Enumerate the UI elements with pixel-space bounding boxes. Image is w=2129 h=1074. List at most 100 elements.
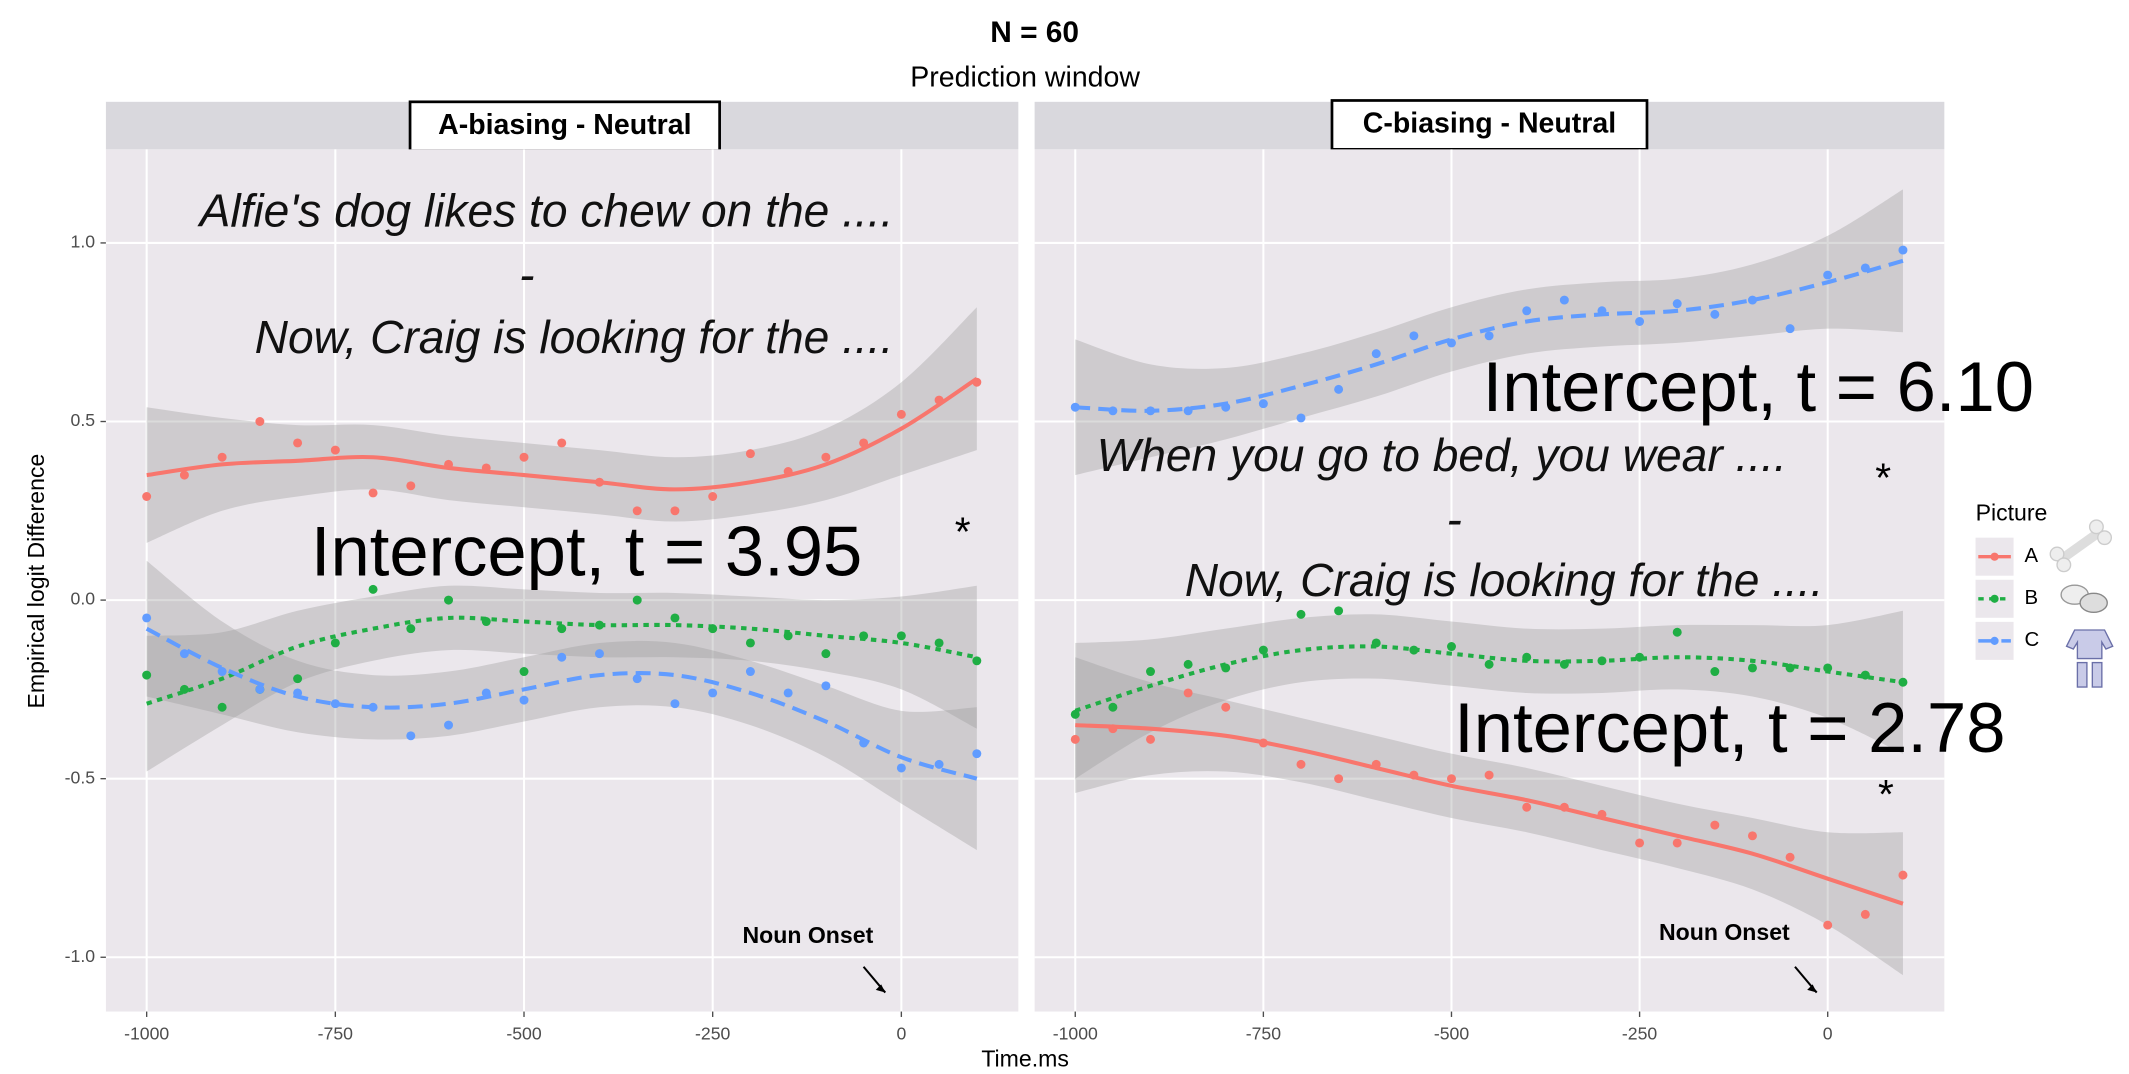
data-point (444, 720, 454, 730)
data-point (142, 613, 152, 623)
plot-layer: -1.0 -0.5 0.0 0.5 1.0 -1000 -750 -500 -250 0 -1000… (65, 149, 1945, 1043)
data-point (444, 595, 454, 605)
annotation: Now, Craig is looking for the .... (1185, 554, 1824, 606)
icon-slippers (2060, 584, 2108, 614)
annotation: * (1878, 771, 1894, 817)
data-point (1710, 309, 1720, 319)
data-point (1710, 667, 1720, 677)
data-point (557, 438, 567, 448)
data-point (1258, 738, 1268, 748)
data-point (1409, 645, 1419, 655)
data-point (1484, 331, 1494, 341)
data-point (859, 438, 869, 448)
y-axis-label: Empirical logit Difference (23, 454, 49, 709)
data-point (217, 702, 227, 712)
data-point (708, 688, 718, 698)
data-point (708, 492, 718, 501)
data-point (1070, 709, 1080, 719)
data-point (1447, 774, 1456, 784)
data-point (1146, 406, 1155, 416)
data-point (1334, 774, 1344, 784)
data-point (783, 467, 793, 476)
legend-label: B (2024, 587, 2038, 609)
data-point (1860, 263, 1870, 273)
data-point (179, 649, 189, 659)
annotation: * (955, 509, 971, 555)
annotation: Now, Craig is looking for the .... (255, 311, 894, 363)
arrow-head (875, 984, 886, 993)
data-point (708, 624, 718, 634)
data-point (745, 449, 755, 459)
data-point (1785, 324, 1795, 334)
data-point (896, 631, 906, 641)
strip-box (408, 100, 721, 153)
data-point (1070, 734, 1080, 744)
chart-title: N = 60 (990, 16, 1079, 49)
data-point (1258, 645, 1268, 655)
fit-line (1075, 258, 1904, 413)
chart-subtitle: Prediction window (910, 61, 1140, 93)
confidence-band (1075, 610, 1903, 779)
fit-line (145, 626, 978, 781)
legend-point (1990, 552, 1999, 561)
data-point (1371, 759, 1381, 769)
y-tick-label: 0.0 (71, 589, 96, 609)
data-point (217, 667, 227, 677)
x-tick-label: -250 (695, 1023, 730, 1043)
y-tick-label: -1.0 (65, 946, 96, 966)
annotation: Intercept, t = 3.95 (311, 511, 862, 590)
data-point (1108, 724, 1118, 734)
data-point (1334, 606, 1344, 616)
data-point (1409, 331, 1419, 341)
data-point (934, 638, 944, 648)
data-point (972, 377, 982, 387)
data-point (745, 667, 755, 677)
data-point (821, 681, 831, 691)
icon-bone (2049, 519, 2113, 573)
legend-title: Picture (1976, 500, 2048, 526)
panel-background (105, 149, 1019, 1012)
data-point (1635, 317, 1645, 326)
annotation: Noun Onset (742, 922, 873, 948)
data-point (1334, 384, 1344, 394)
annotation: - (519, 249, 534, 301)
data-point (1597, 656, 1607, 666)
data-point (670, 699, 680, 709)
annotation: - (1446, 493, 1461, 545)
data-point (1371, 638, 1381, 648)
data-point (217, 452, 227, 462)
strip-box (1330, 99, 1649, 151)
data-point (1785, 852, 1795, 862)
data-point (1823, 663, 1833, 673)
data-point (293, 674, 303, 684)
data-point (859, 738, 869, 748)
data-point (1747, 831, 1757, 841)
data-point (1672, 299, 1682, 309)
data-point (1296, 759, 1306, 769)
annotation: When you go to bed, you wear .... (1097, 429, 1787, 481)
data-point (632, 595, 642, 605)
x-tick-label: -500 (1434, 1023, 1469, 1043)
x-tick-label: -1000 (1053, 1023, 1098, 1043)
data-point (1860, 909, 1870, 919)
data-point (481, 617, 491, 627)
data-point (934, 395, 944, 405)
data-point (1597, 306, 1607, 316)
x-tick-label: -1000 (124, 1023, 169, 1043)
fit-line (146, 615, 978, 706)
data-point (557, 624, 567, 634)
data-point (481, 688, 491, 698)
data-point (1860, 670, 1870, 680)
data-point (368, 702, 378, 712)
data-point (1258, 399, 1268, 409)
data-point (594, 649, 604, 659)
data-point (1221, 663, 1231, 673)
x-tick-label: -500 (506, 1023, 541, 1043)
arrow-head (1807, 984, 1817, 993)
data-point (632, 674, 642, 684)
data-point (896, 763, 906, 773)
data-point (179, 470, 189, 480)
data-point (1146, 667, 1155, 677)
data-point (1785, 663, 1795, 673)
